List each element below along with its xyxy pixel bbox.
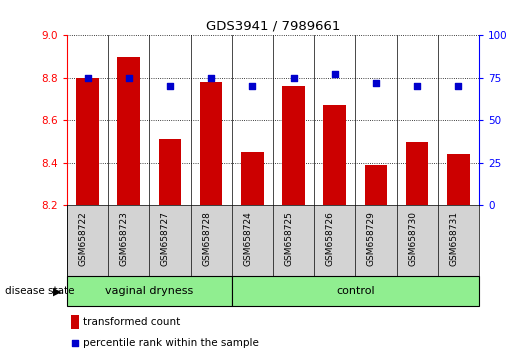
Text: GSM658724: GSM658724 [244,211,252,266]
Point [248,84,256,89]
Point [331,72,339,77]
Point [372,80,380,86]
Bar [200,82,222,205]
Text: GSM658729: GSM658729 [367,211,376,266]
Bar [365,165,387,205]
Bar [232,276,479,306]
Point [83,75,92,81]
Bar [76,78,99,205]
Bar [159,139,181,205]
Point [71,340,79,346]
Bar [323,105,346,205]
Text: control: control [336,286,375,296]
Bar [447,154,470,205]
Text: ▶: ▶ [53,286,62,296]
Text: percentile rank within the sample: percentile rank within the sample [83,338,260,348]
Text: disease state: disease state [5,286,75,296]
Bar [117,57,140,205]
Text: GSM658722: GSM658722 [79,211,88,266]
Point [413,84,421,89]
Bar [406,142,428,205]
Text: vaginal dryness: vaginal dryness [105,286,194,296]
Point [207,75,215,81]
Text: GSM658730: GSM658730 [408,211,417,266]
Text: GSM658731: GSM658731 [450,211,458,266]
Text: transformed count: transformed count [83,318,181,327]
Text: GSM658723: GSM658723 [120,211,129,266]
Point [125,75,133,81]
Text: GSM658726: GSM658726 [326,211,335,266]
Bar [241,152,264,205]
Point [289,75,298,81]
Title: GDS3941 / 7989661: GDS3941 / 7989661 [206,20,340,33]
Bar [67,276,232,306]
Bar [71,315,79,329]
Point [454,84,462,89]
Text: GSM658728: GSM658728 [202,211,211,266]
Text: GSM658727: GSM658727 [161,211,170,266]
Bar [282,86,305,205]
Text: GSM658725: GSM658725 [285,211,294,266]
Point [166,84,174,89]
